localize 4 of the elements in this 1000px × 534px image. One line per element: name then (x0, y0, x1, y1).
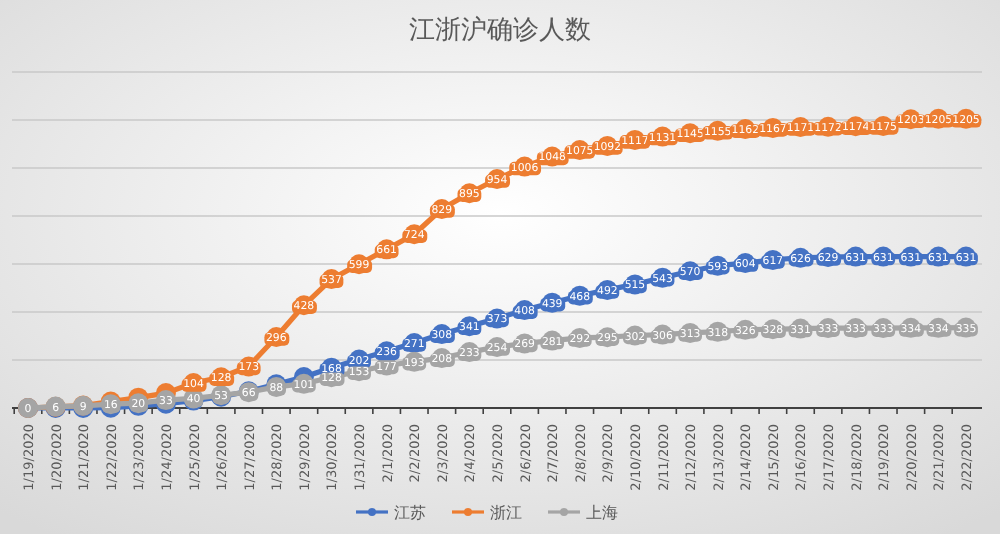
legend-label: 浙江 (490, 504, 522, 522)
legend-label: 江苏 (394, 504, 426, 522)
legend-label: 上海 (586, 504, 618, 522)
chart-title: 江浙沪确诊人数 (409, 14, 591, 46)
